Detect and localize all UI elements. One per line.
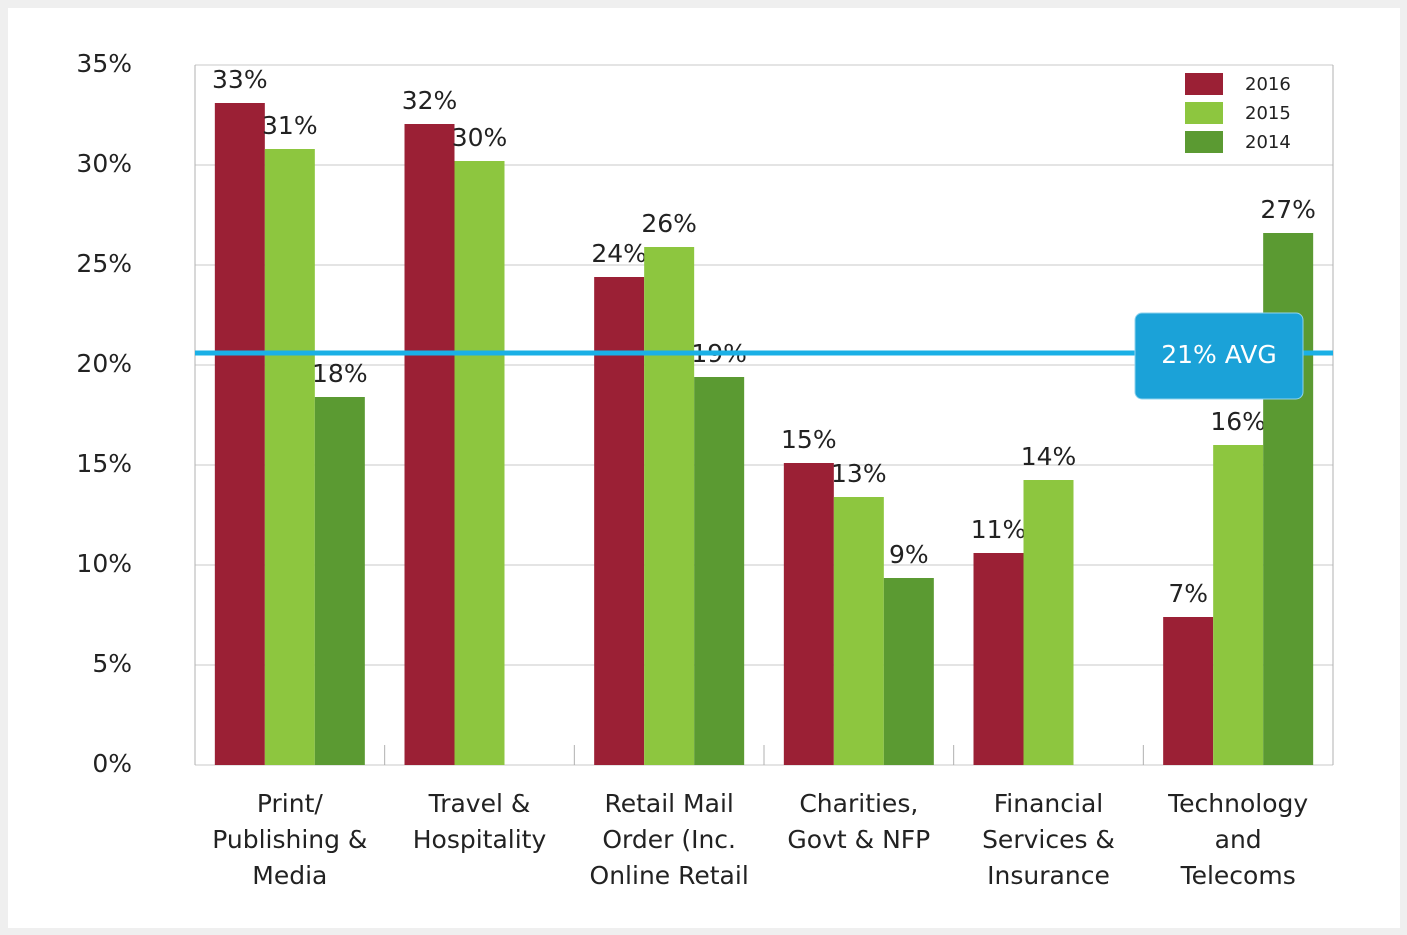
average-label: 21% AVG	[1161, 340, 1277, 369]
legend-swatch	[1185, 73, 1223, 95]
data-label: 15%	[781, 425, 837, 454]
x-tick-label: Charities, Govt & NFP	[787, 789, 931, 854]
bar	[694, 377, 745, 765]
data-label: 9%	[889, 540, 929, 569]
data-label: 7%	[1168, 579, 1208, 608]
bar	[833, 497, 884, 765]
bar	[883, 578, 934, 765]
data-label: 31%	[262, 111, 318, 140]
y-tick-label: 0%	[92, 749, 132, 778]
legend-label: 2014	[1245, 132, 1291, 153]
y-tick-label: 25%	[76, 249, 132, 278]
bar	[783, 463, 834, 765]
y-tick-label: 20%	[76, 349, 132, 378]
bar	[594, 277, 645, 765]
data-label: 27%	[1260, 195, 1316, 224]
average-badge	[1134, 312, 1304, 400]
data-label: 13%	[831, 459, 887, 488]
legend-swatch	[1185, 131, 1223, 153]
y-tick-label: 10%	[76, 549, 132, 578]
legend-label: 2016	[1245, 74, 1291, 95]
data-label: 24%	[591, 239, 647, 268]
x-tick-label: Travel & Hospitality	[412, 789, 547, 854]
bar	[454, 161, 505, 765]
data-label: 14%	[1021, 442, 1077, 471]
data-label: 32%	[402, 86, 458, 115]
bar	[314, 397, 365, 765]
data-label: 16%	[1210, 407, 1266, 436]
legend-swatch	[1185, 102, 1223, 124]
bar	[644, 247, 695, 765]
bar	[1163, 617, 1214, 765]
data-label: 30%	[452, 123, 508, 152]
y-tick-label: 15%	[76, 449, 132, 478]
bar	[214, 103, 265, 765]
bar	[973, 553, 1024, 765]
bar	[1023, 480, 1074, 765]
x-tick-label: Technology and Telecoms	[1168, 789, 1309, 890]
data-label: 33%	[212, 65, 268, 94]
data-label: 18%	[312, 359, 368, 388]
y-tick-label: 30%	[76, 149, 132, 178]
y-tick-label: 5%	[92, 649, 132, 678]
legend-label: 2015	[1245, 103, 1291, 124]
x-tick-label: Retail Mail Order (Inc. Online Retail	[589, 789, 749, 890]
x-tick-label: Print/ Publishing & Media	[212, 789, 368, 890]
data-label: 11%	[971, 515, 1027, 544]
bar	[1213, 445, 1264, 765]
x-tick-label: Financial Services & Insurance	[982, 789, 1115, 890]
y-tick-label: 35%	[76, 49, 132, 78]
data-label: 26%	[641, 209, 697, 238]
bar	[264, 149, 315, 765]
bar	[404, 124, 455, 765]
